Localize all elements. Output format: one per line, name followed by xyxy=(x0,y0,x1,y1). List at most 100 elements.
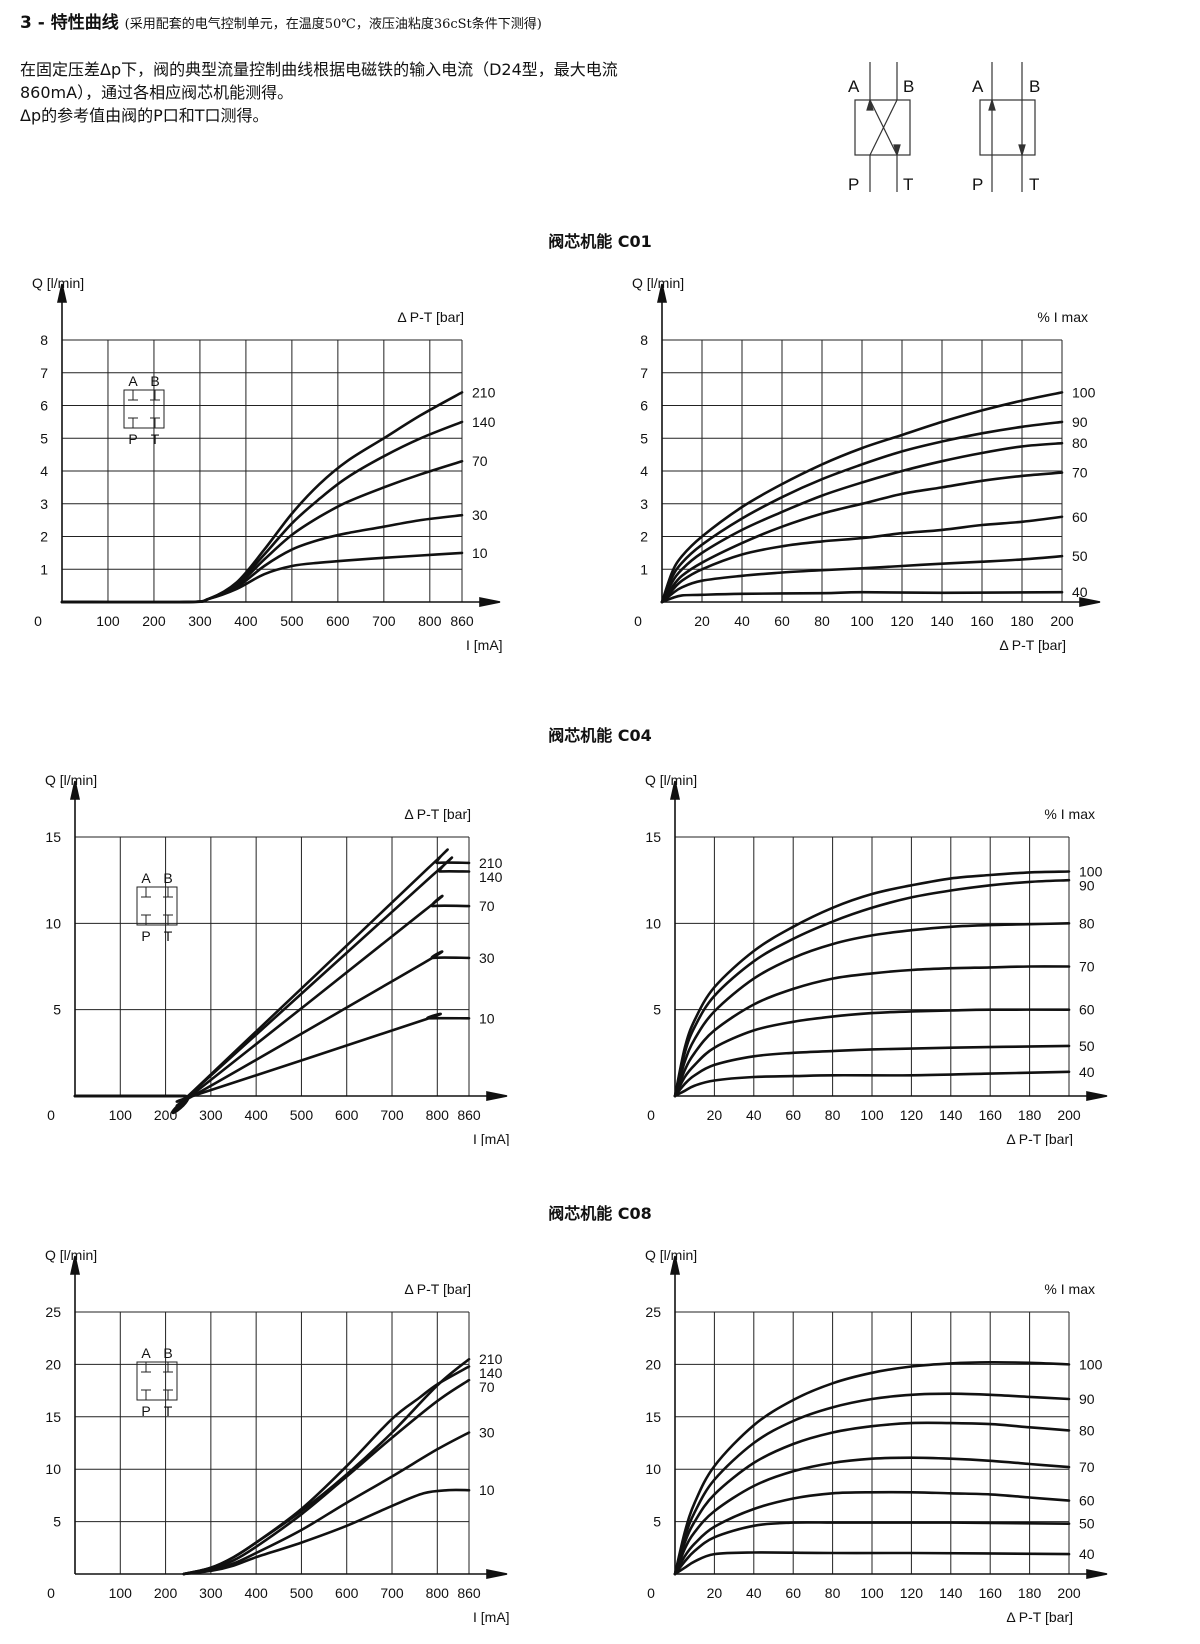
x-tick-label: 180 xyxy=(1010,613,1034,629)
x-tick-label: 800 xyxy=(418,613,442,629)
axes xyxy=(70,780,508,1101)
spool-port-a: A xyxy=(128,373,138,389)
series-label-50: 50 xyxy=(1079,1516,1095,1532)
x-tick-label: 860 xyxy=(457,1585,481,1601)
series-line-50 xyxy=(673,1521,1071,1576)
y-tick-label: 8 xyxy=(640,332,648,348)
series-line-50 xyxy=(673,1044,1071,1098)
y-axis-title: Q [l/min] xyxy=(45,772,97,788)
series-line-10 xyxy=(73,1012,471,1103)
x-axis-title: I [mA] xyxy=(473,1609,510,1625)
y-tick-label: 3 xyxy=(40,496,48,512)
x-tick-label: 860 xyxy=(457,1107,481,1123)
x-tick-label: 20 xyxy=(694,613,710,629)
x-tick-label: 600 xyxy=(326,613,350,629)
chart-c08-current: 5 10 15 20 25 0 100 200 300 400 500 600 700 800 860 Q [… xyxy=(45,1247,510,1625)
x-tick-label: 60 xyxy=(774,613,790,629)
x-tick-label: 60 xyxy=(785,1585,801,1601)
x-tick-label: 60 xyxy=(785,1107,801,1123)
series-line-70 xyxy=(73,894,471,1111)
x-tick-label: 160 xyxy=(979,1107,1003,1123)
x-tick-label: 600 xyxy=(335,1107,359,1123)
valve-schematics: A B P T A B P T xyxy=(848,62,1040,194)
y-axis-arrow xyxy=(670,780,680,800)
port-label-p: P xyxy=(972,175,983,194)
series-line-80 xyxy=(660,441,1064,604)
y-axis-arrow xyxy=(57,283,67,303)
x-tick-label: 80 xyxy=(825,1585,841,1601)
x-tick-label: 120 xyxy=(900,1585,924,1601)
valve-symbol-crossed: A B P T xyxy=(848,62,914,194)
axes xyxy=(657,283,1101,607)
intro-line: Δp的参考值由阀的P口和T口测得。 xyxy=(20,106,269,125)
x-tick-label: 800 xyxy=(426,1107,450,1123)
series-line-30 xyxy=(182,1431,471,1576)
valve-symbol-parallel: A B P T xyxy=(972,62,1040,194)
spool-symbol xyxy=(123,389,165,429)
series-label-70: 70 xyxy=(472,453,488,469)
series-line-80 xyxy=(673,1421,1071,1576)
series-label-40: 40 xyxy=(1079,1546,1095,1562)
series-label-10: 10 xyxy=(472,545,488,561)
x-tick-label: 160 xyxy=(970,613,994,629)
x-tick-label: 0 xyxy=(47,1107,55,1123)
port-label-t: T xyxy=(1029,175,1039,194)
series-label-70: 70 xyxy=(479,1379,495,1395)
x-axis-arrow xyxy=(479,597,501,607)
spool-symbol xyxy=(136,886,178,926)
series-group xyxy=(673,870,1071,1098)
x-tick-label: 180 xyxy=(1018,1585,1042,1601)
series-line-70 xyxy=(60,459,464,604)
x-tick-label: 100 xyxy=(860,1107,884,1123)
series-line-210 xyxy=(60,391,464,604)
series-line-60 xyxy=(673,1490,1071,1576)
x-axis-arrow xyxy=(1079,597,1101,607)
x-tick-label: 80 xyxy=(814,613,830,629)
x-tick-label: 860 xyxy=(450,613,474,629)
x-tick-label: 80 xyxy=(825,1107,841,1123)
y-tick-label: 3 xyxy=(640,496,648,512)
series-line-210 xyxy=(73,848,471,1115)
x-tick-label: 20 xyxy=(707,1107,723,1123)
y-tick-label: 15 xyxy=(45,829,61,845)
x-tick-label: 40 xyxy=(746,1585,762,1601)
x-axis-arrow xyxy=(486,1569,508,1579)
grid xyxy=(662,339,1063,602)
x-axis-title: I [mA] xyxy=(466,637,503,653)
x-tick-label: 200 xyxy=(1057,1107,1081,1123)
intro-line: 860mA），通过各相应阀芯机能测得。 xyxy=(20,83,294,102)
spool-box xyxy=(136,1361,178,1401)
y-tick-label: 10 xyxy=(45,915,61,931)
x-tick-label: 100 xyxy=(109,1107,133,1123)
series-label-50: 50 xyxy=(1079,1038,1095,1054)
series-line-100 xyxy=(673,870,1071,1098)
y-tick-label: 7 xyxy=(640,365,648,381)
y-axis-title: Q [l/min] xyxy=(632,275,684,291)
x-tick-label: 140 xyxy=(939,1107,963,1123)
x-tick-label: 400 xyxy=(244,1585,268,1601)
series-line-70 xyxy=(182,1378,471,1576)
x-tick-label: 700 xyxy=(380,1107,404,1123)
x-tick-label: 0 xyxy=(47,1585,55,1601)
series-label-90: 90 xyxy=(1079,878,1095,894)
y-tick-label: 10 xyxy=(45,1461,61,1477)
series-label-50: 50 xyxy=(1072,548,1088,564)
series-label-60: 60 xyxy=(1079,1493,1095,1509)
y-tick-label: 4 xyxy=(40,463,48,479)
series-label-30: 30 xyxy=(479,1425,495,1441)
spool-port-t: T xyxy=(164,928,173,944)
series-label-60: 60 xyxy=(1072,509,1088,525)
y-tick-label: 5 xyxy=(653,1514,661,1530)
spool-port-a: A xyxy=(141,870,151,886)
y-tick-label: 15 xyxy=(645,829,661,845)
series-label-140: 140 xyxy=(479,1365,503,1381)
spool-port-b: B xyxy=(150,373,159,389)
series-group xyxy=(73,848,471,1115)
port-label-b: B xyxy=(903,77,914,96)
x-tick-label: 20 xyxy=(707,1585,723,1601)
spool-port-b: B xyxy=(163,870,172,886)
spool-port-t: T xyxy=(151,431,160,447)
series-line-90 xyxy=(673,878,1071,1098)
